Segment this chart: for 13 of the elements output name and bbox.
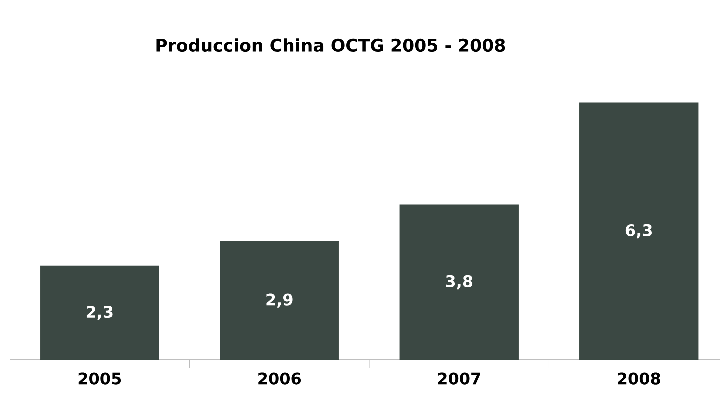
chart-title: Produccion China OCTG 2005 - 2008 xyxy=(156,38,506,52)
bar xyxy=(400,204,519,360)
x-tick-label: 2006 xyxy=(258,372,302,385)
bar xyxy=(220,241,340,360)
data-label: 3,8 xyxy=(446,275,473,290)
x-tick-label: 2005 xyxy=(78,372,122,385)
data-label: 2,3 xyxy=(86,306,113,320)
x-tick-label: 2007 xyxy=(438,372,480,385)
data-label: 6,3 xyxy=(626,224,652,239)
data-label: 2,9 xyxy=(266,294,293,308)
x-tick-label: 2008 xyxy=(618,372,660,385)
bar xyxy=(40,266,160,360)
bar xyxy=(580,102,699,360)
